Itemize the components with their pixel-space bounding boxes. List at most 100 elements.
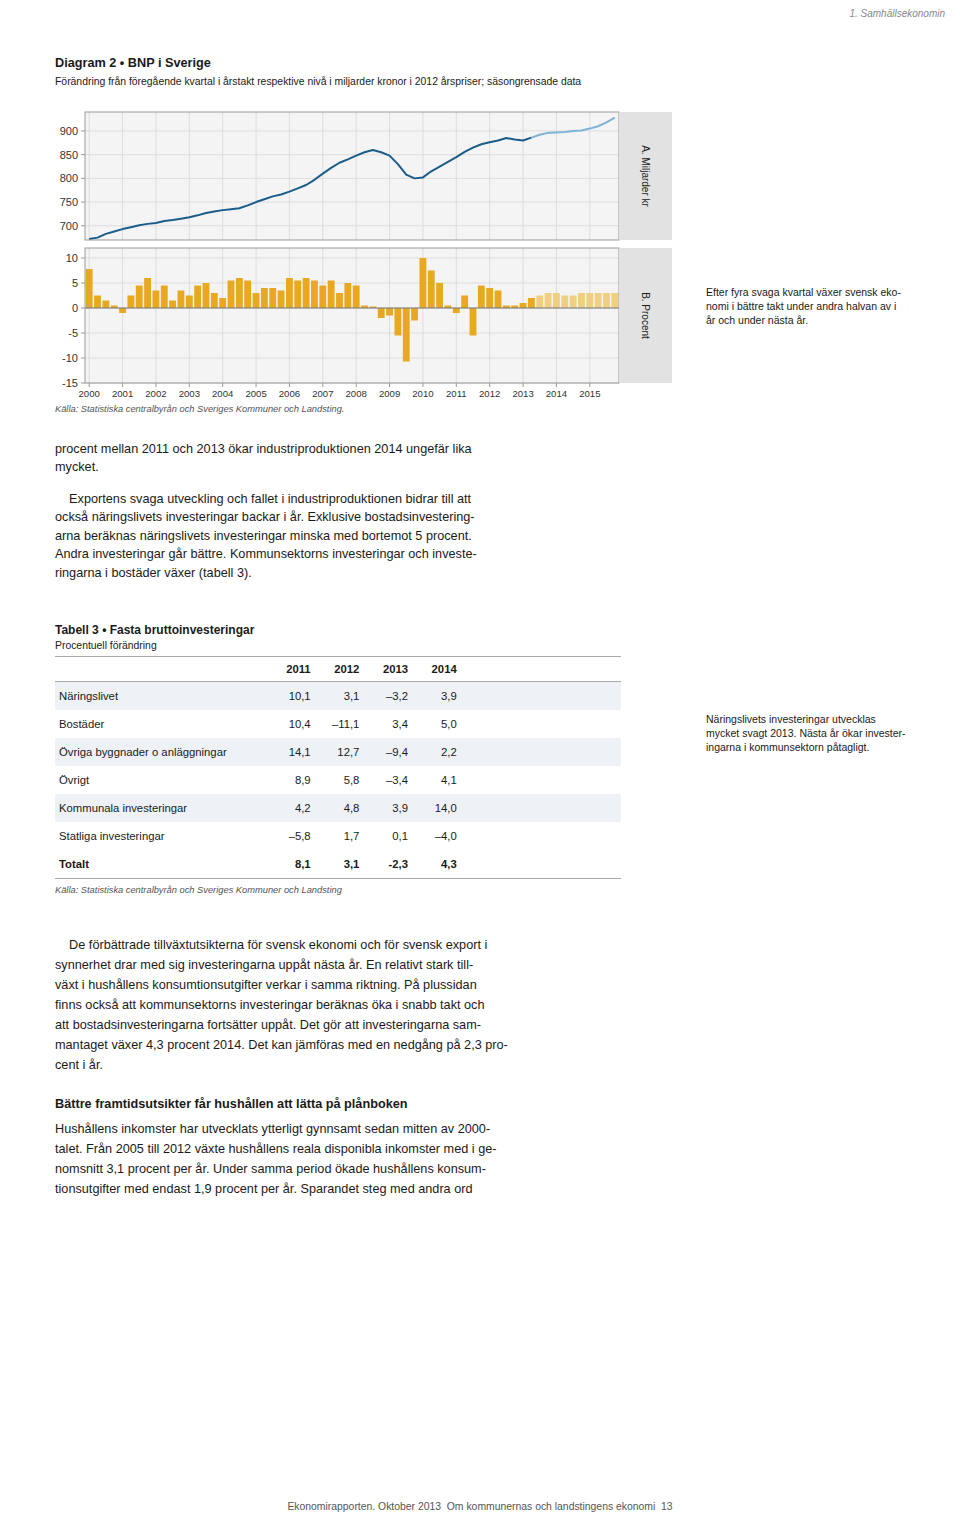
grid-line-x: [356, 248, 357, 383]
y-tick: [81, 333, 85, 334]
table-cell: 4,2: [266, 794, 315, 822]
x-tick-label: 2011: [446, 388, 467, 399]
grid-line-x: [489, 248, 490, 383]
table-cell: 3,1: [315, 850, 364, 879]
table-row: Totalt8,13,1-2,34,3: [55, 850, 621, 879]
data-bar: [144, 278, 151, 308]
table-row-label: Totalt: [55, 850, 266, 879]
data-bar: [178, 291, 185, 309]
data-bar: [353, 286, 360, 309]
plot-data: [89, 118, 615, 239]
data-bar: [94, 296, 101, 309]
grid-line-y: [85, 258, 619, 259]
x-tick-label: 2003: [179, 388, 200, 399]
table-cell: 8,1: [266, 850, 315, 879]
section-heading: Bättre framtidsutsikter får hushållen at…: [55, 1097, 915, 1111]
table-wrap: 2011201220132014Näringslivet10,13,1–3,23…: [55, 656, 621, 895]
grid-line-x: [523, 248, 524, 383]
y-tick: [81, 358, 85, 359]
data-bar: [136, 286, 143, 309]
data-bar: [461, 296, 468, 309]
x-tick-label: 2012: [479, 388, 500, 399]
table-cell: 1,7: [315, 822, 364, 850]
data-bar: [328, 281, 335, 309]
grid-line-x: [256, 248, 257, 383]
table-filler: [461, 850, 621, 879]
plot-background: [85, 112, 619, 240]
data-bar: [236, 278, 243, 308]
grid-line-x: [322, 112, 323, 240]
data-line: [89, 138, 531, 239]
data-bar: [520, 303, 527, 308]
data-bar: [545, 293, 552, 308]
table-row-label: Övrigt: [55, 766, 266, 794]
table-filler: [461, 682, 621, 711]
data-bar: [570, 296, 577, 309]
table-cell: –5,8: [266, 822, 315, 850]
table-filler: [461, 822, 621, 850]
data-bar: [536, 296, 543, 309]
grid-line-x: [489, 112, 490, 240]
y-tick: [81, 383, 85, 384]
y-tick-label: -15: [62, 377, 78, 389]
table-cell: 4,1: [412, 766, 461, 794]
x-tick: [122, 383, 123, 387]
table-row-label: Näringslivet: [55, 682, 266, 711]
y-tick: [81, 283, 85, 284]
data-bar: [269, 288, 276, 308]
x-tick-label: 2004: [212, 388, 234, 399]
table-cell: 4,8: [315, 794, 364, 822]
table-cell: 14,1: [266, 738, 315, 766]
grid-line-x: [222, 248, 223, 383]
table-header: 2013: [363, 657, 412, 682]
data-bar: [319, 286, 326, 309]
data-bar: [186, 296, 193, 309]
page-footer: Ekonomirapporten. Oktober 2013 Om kommun…: [0, 1501, 960, 1512]
y-tick: [81, 178, 85, 179]
grid-line-x: [222, 112, 223, 240]
table-filler: [461, 710, 621, 738]
x-tick-label: 2014: [546, 388, 568, 399]
x-tick-label: 2002: [145, 388, 166, 399]
data-bar: [386, 308, 393, 316]
table-title: Tabell 3 • Fasta bruttoinvesteringar: [55, 623, 254, 637]
data-bar: [378, 308, 385, 318]
table-source: Källa: Statistiska centralbyrån och Sver…: [55, 885, 621, 895]
page-header: 1. Samhällsekonomin: [849, 8, 945, 19]
grid-line-x: [155, 112, 156, 240]
data-bar: [278, 291, 285, 309]
table-row: Näringslivet10,13,1–3,23,9: [55, 682, 621, 711]
data-bar: [586, 293, 593, 308]
table-cell: 14,0: [412, 794, 461, 822]
chart-subtitle: Förändring från föregående kvartal i års…: [55, 75, 665, 89]
table-row-label: Kommunala investeringar: [55, 794, 266, 822]
table-cell: –11,1: [315, 710, 364, 738]
data-bar: [228, 281, 235, 309]
table-row: Bostäder10,4–11,13,45,0: [55, 710, 621, 738]
x-tick: [489, 383, 490, 387]
grid-line-y: [85, 225, 619, 226]
data-bar: [303, 278, 310, 308]
x-tick: [556, 383, 557, 387]
data-bar: [344, 283, 351, 308]
x-tick: [356, 383, 357, 387]
x-tick: [389, 383, 390, 387]
data-bar: [436, 283, 443, 308]
data-bar: [244, 281, 251, 309]
table-cell: –3,4: [363, 766, 412, 794]
table-row: Kommunala investeringar4,24,83,914,0: [55, 794, 621, 822]
grid-line-x: [289, 248, 290, 383]
table-cell: –4,0: [412, 822, 461, 850]
table-cell: 3,4: [363, 710, 412, 738]
y-tick-label: 700: [60, 220, 78, 232]
data-bar: [203, 283, 210, 308]
data-bar: [253, 293, 260, 308]
plot-background: [85, 248, 619, 383]
data-bar: [119, 308, 126, 313]
data-bar: [578, 293, 585, 308]
data-bar: [470, 308, 477, 336]
table-cell: 5,0: [412, 710, 461, 738]
data-bar: [102, 301, 109, 309]
data-line: [531, 118, 614, 138]
data-bar: [161, 286, 168, 309]
